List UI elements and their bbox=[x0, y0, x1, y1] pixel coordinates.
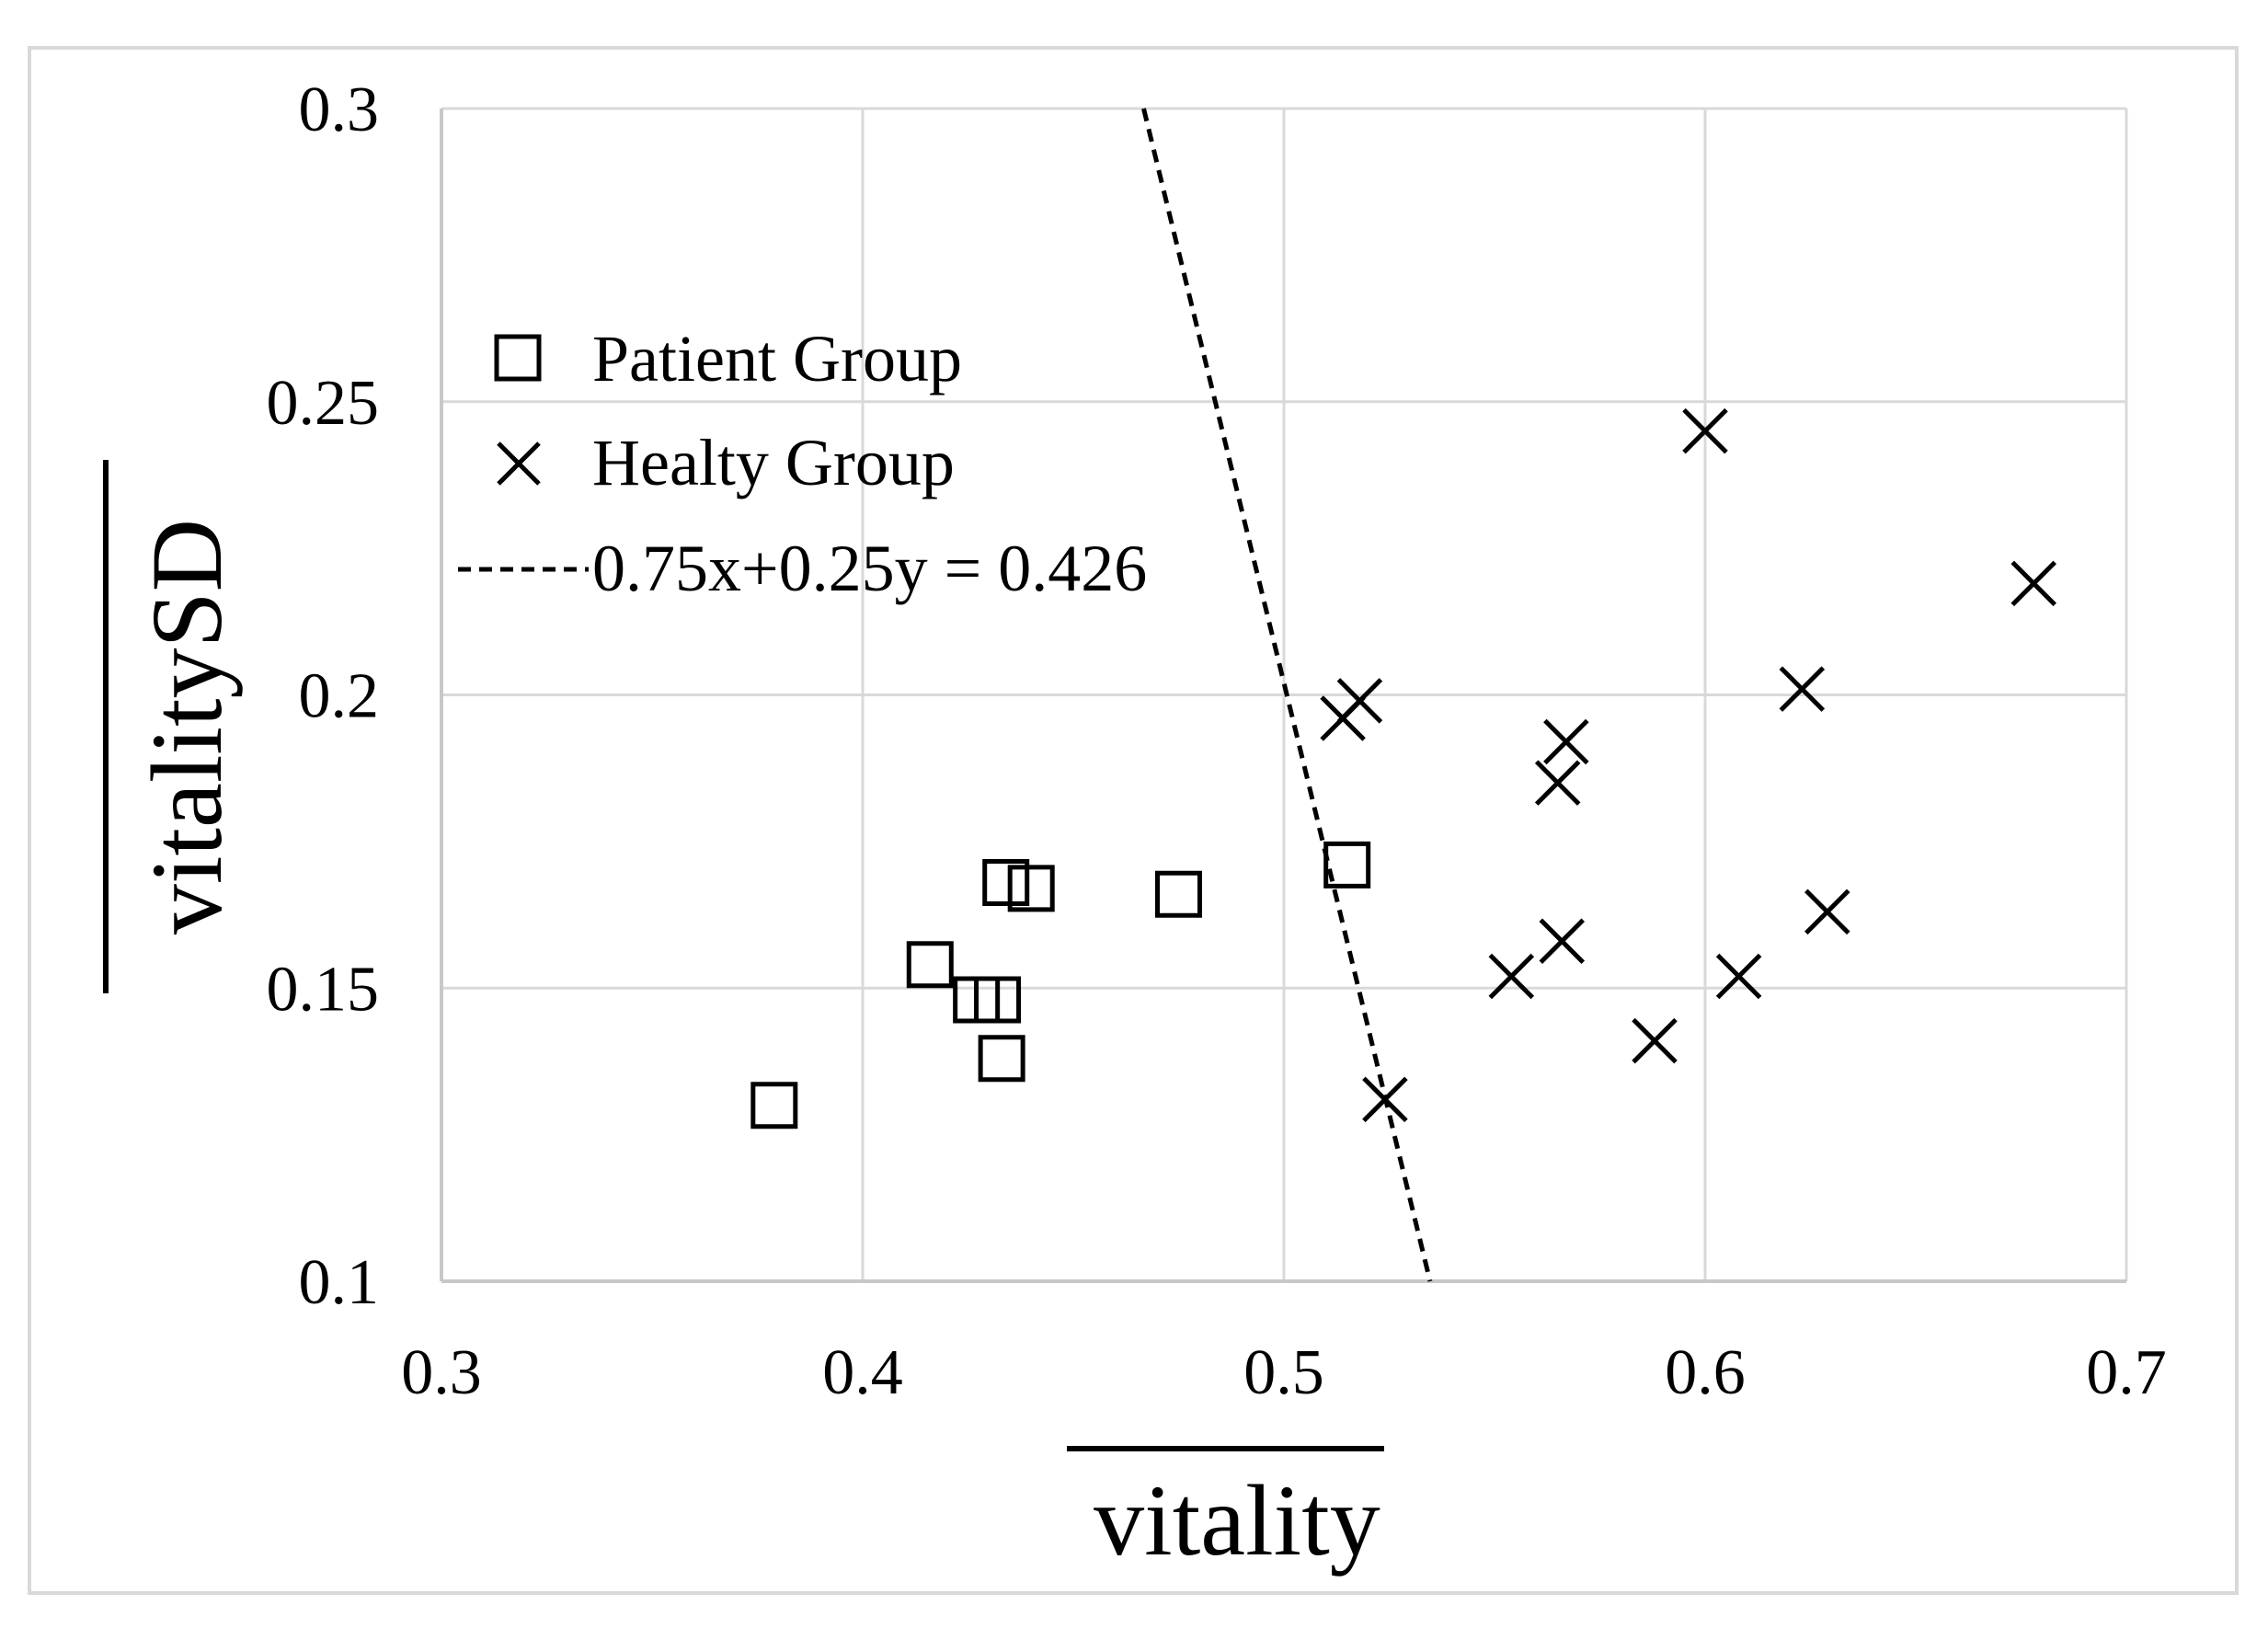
data-marks bbox=[750, 407, 2057, 1129]
healthy-point bbox=[2010, 560, 2057, 607]
legend: Patient Group Healty Group 0.75x+0.25y =… bbox=[458, 322, 1147, 605]
healthy-point bbox=[1682, 407, 1728, 454]
y-tick-label: 0.1 bbox=[299, 1247, 380, 1318]
healthy-point-stroke bbox=[1320, 695, 1366, 741]
healthy-point bbox=[1804, 889, 1850, 935]
healthy-point-stroke bbox=[1682, 407, 1728, 454]
healthy-point-stroke bbox=[1804, 889, 1850, 935]
patient-point bbox=[1007, 865, 1055, 912]
reference-line bbox=[1141, 108, 1433, 1282]
healthy-point bbox=[1539, 918, 1586, 965]
healthy-point bbox=[1632, 1017, 1678, 1064]
patient-point bbox=[1155, 870, 1202, 918]
healthy-point bbox=[1362, 1076, 1408, 1123]
patient-point bbox=[750, 1082, 798, 1129]
y-tick-label: 0.3 bbox=[299, 75, 380, 145]
healthy-point-stroke bbox=[1362, 1076, 1408, 1123]
healthy-point bbox=[1320, 695, 1366, 741]
healthy-point bbox=[1779, 666, 1826, 712]
patient-point bbox=[982, 859, 1030, 906]
reference-line-layer bbox=[1141, 108, 1433, 1282]
healthy-point bbox=[1534, 760, 1581, 806]
patient-point bbox=[1323, 841, 1371, 889]
healthy-point-stroke bbox=[1539, 918, 1586, 965]
tick-labels: 0.3 0.4 0.5 0.6 0.7 0.1 0.15 0.2 0.25 0.3 bbox=[267, 75, 2167, 1408]
x-tick-label: 0.4 bbox=[822, 1337, 903, 1408]
axes bbox=[440, 109, 2126, 1283]
x-tick-label: 0.6 bbox=[1665, 1337, 1746, 1408]
y-axis-title-text: vitalitySD bbox=[131, 519, 243, 934]
healthy-point-stroke bbox=[1488, 953, 1535, 1000]
legend-patient-marker bbox=[494, 334, 542, 382]
patient-point bbox=[974, 976, 1022, 1024]
healthy-point-stroke bbox=[2010, 560, 2057, 607]
healthy-point-stroke bbox=[1543, 718, 1589, 765]
y-tick-label: 0.15 bbox=[267, 954, 380, 1025]
x-tick-label: 0.3 bbox=[401, 1337, 482, 1408]
x-tick-label: 0.5 bbox=[1243, 1337, 1324, 1408]
healthy-point-stroke bbox=[1632, 1017, 1678, 1064]
patient-point bbox=[906, 941, 954, 989]
x-axis-title: vitality bbox=[1067, 1446, 1384, 1576]
legend-healthy-label: Healty Group bbox=[592, 426, 955, 499]
healthy-point-stroke bbox=[1534, 760, 1581, 806]
x-tick-label: 0.7 bbox=[2086, 1337, 2167, 1408]
healthy-point bbox=[1488, 953, 1535, 1000]
x-axis-title-text: vitality bbox=[1094, 1464, 1380, 1576]
y-axis-title: vitalitySD bbox=[103, 460, 243, 993]
healthy-point bbox=[1543, 718, 1589, 765]
healthy-point-stroke bbox=[1779, 666, 1826, 712]
y-tick-label: 0.2 bbox=[299, 661, 380, 732]
patient-point bbox=[978, 1035, 1025, 1083]
healthy-point bbox=[1715, 953, 1762, 1000]
legend-reference-line-label: 0.75x+0.25y = 0.426 bbox=[592, 532, 1147, 605]
healthy-point-stroke bbox=[1715, 953, 1762, 1000]
legend-healthy-marker bbox=[497, 441, 541, 486]
y-tick-label: 0.25 bbox=[267, 368, 380, 439]
legend-patient-label: Patient Group bbox=[592, 322, 962, 396]
figure-border bbox=[28, 46, 2239, 1595]
